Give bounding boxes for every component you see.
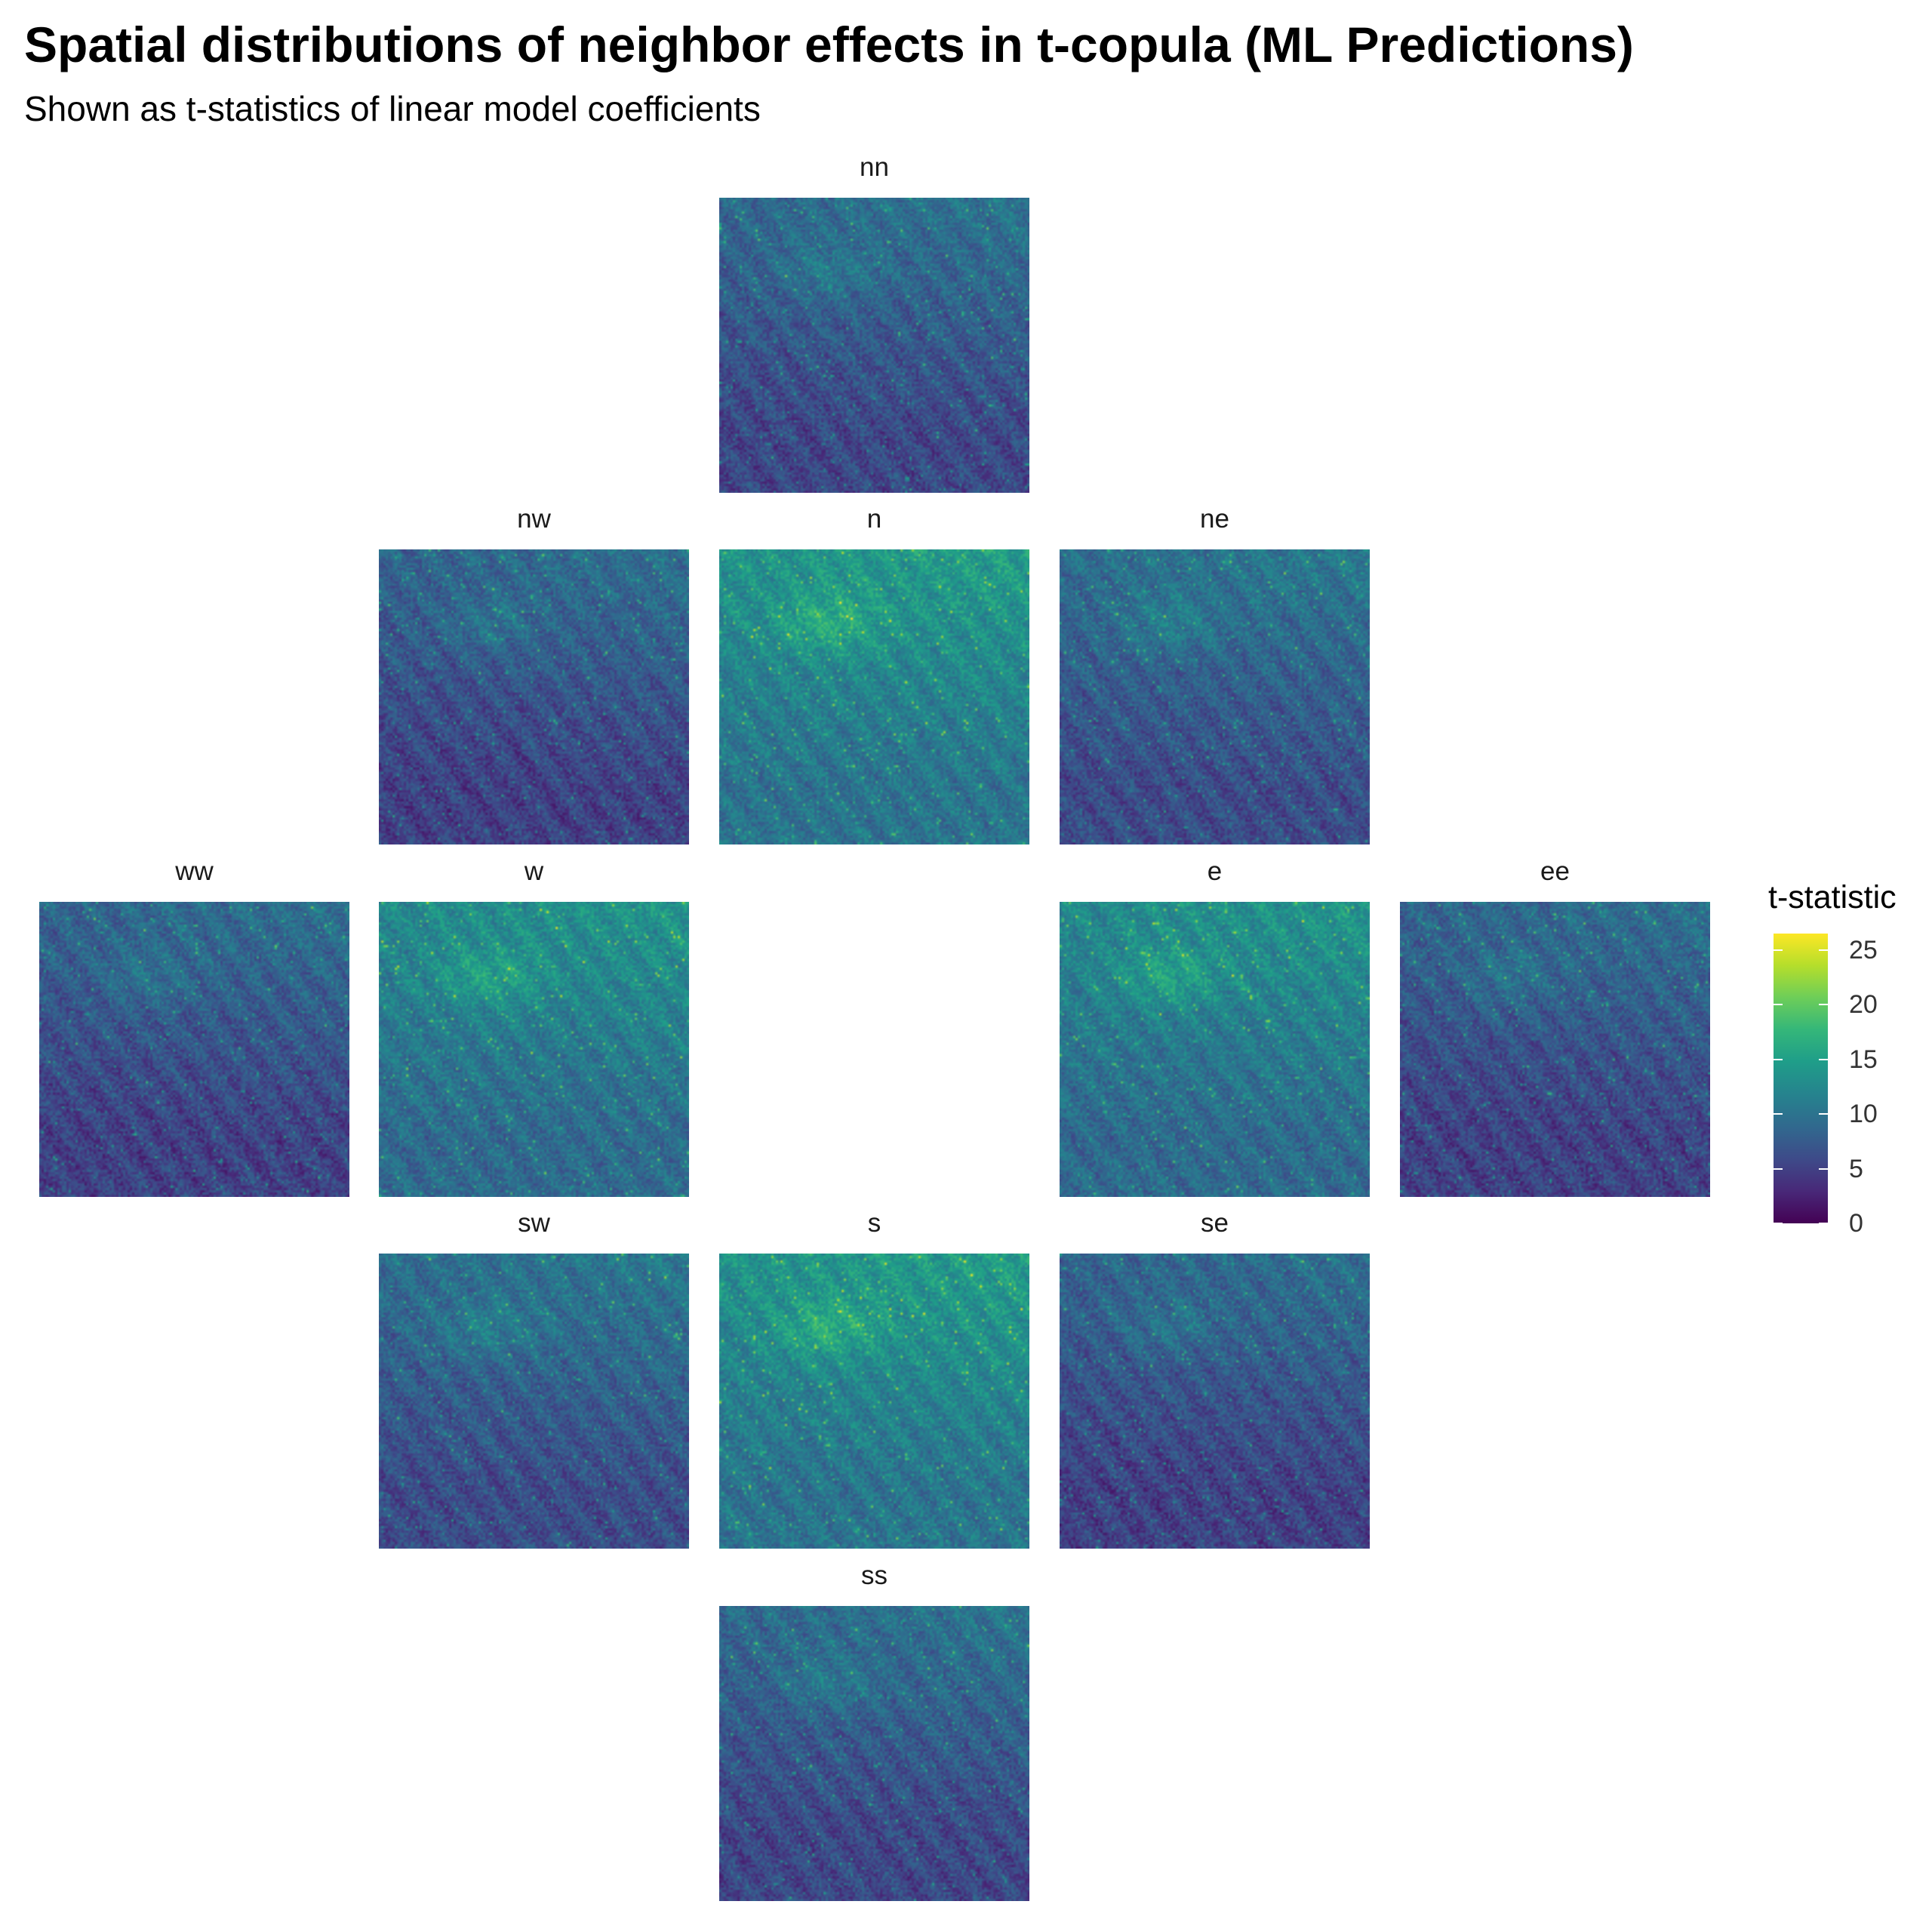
heatmap-tile-e [1060,902,1370,1197]
facet-label: se [1201,1208,1229,1238]
legend-tick-mark [1819,1113,1828,1115]
legend-tick-label: 0 [1849,1209,1863,1238]
facet-label: ne [1200,504,1229,534]
chart-title: Spatial distributions of neighbor effect… [24,17,1634,72]
facet-panel-ne: ne [1060,504,1370,844]
heatmap-tile-w [379,902,689,1197]
facet-label: nw [517,504,551,534]
legend-tick-mark [1819,1058,1828,1060]
facet-panel-nw: nw [379,504,689,844]
facet-panel-se: se [1060,1208,1370,1549]
legend-tick-mark [1774,1223,1783,1224]
facet-panel-e: e [1060,857,1370,1197]
facet-panel-nn: nn [719,152,1029,493]
facet-panel-ss: ss [719,1561,1029,1901]
facet-panel-ww: ww [39,857,349,1197]
legend-tick-mark [1819,949,1828,951]
legend-tick-mark [1774,1004,1783,1006]
heatmap-tile-nn [719,198,1029,493]
facet-label: n [866,504,882,534]
facet-label: e [1207,857,1223,886]
legend-tick-label: 10 [1849,1100,1878,1129]
legend-tick-mark [1774,1058,1783,1060]
legend-colorbar [1774,934,1828,1223]
heatmap-tile-ww [39,902,349,1197]
legend-tick-mark [1819,1168,1828,1170]
facet-label: ee [1540,857,1570,886]
facet-label: nn [860,152,889,182]
facet-panel-sw: sw [379,1208,689,1549]
heatmap-tile-nw [379,549,689,844]
legend-tick-label: 20 [1849,990,1878,1020]
heatmap-tile-n [719,549,1029,844]
facet-label: sw [518,1208,550,1238]
legend-tick-mark [1819,1004,1828,1006]
facet-label: s [867,1208,881,1238]
legend-tick-label: 25 [1849,935,1878,964]
legend-title: t-statistic [1768,879,1897,915]
legend-tick-mark [1819,1223,1828,1224]
legend-tick-mark [1774,1168,1783,1170]
heatmap-tile-sw [379,1254,689,1549]
facet-panel-w: w [379,857,689,1197]
heatmap-tile-ee [1400,902,1710,1197]
facet-panel-ee: ee [1400,857,1710,1197]
facet-label: ss [861,1561,888,1590]
facet-label: ww [175,857,214,886]
heatmap-tile-s [719,1254,1029,1549]
facet-label: w [524,857,544,886]
heatmap-tile-ne [1060,549,1370,844]
facet-panel-s: s [719,1208,1029,1549]
legend-tick-mark [1774,949,1783,951]
chart-subtitle: Shown as t-statistics of linear model co… [24,89,761,128]
heatmap-tile-se [1060,1254,1370,1549]
facet-panel-n: n [719,504,1029,844]
legend-tick-mark [1774,1113,1783,1115]
legend-tick-label: 15 [1849,1044,1878,1074]
heatmap-tile-ss [719,1606,1029,1901]
legend-tick-label: 5 [1849,1154,1863,1183]
